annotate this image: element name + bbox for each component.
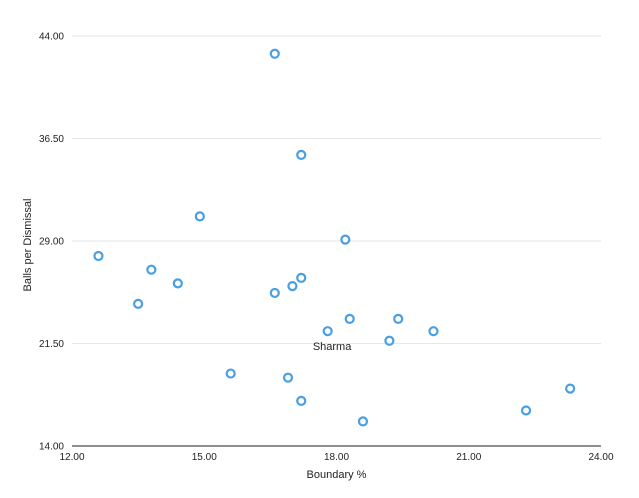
- data-point: [393, 313, 404, 324]
- data-point: [344, 313, 355, 324]
- x-axis-title: Boundary %: [307, 469, 367, 481]
- y-tick-label: 44.00: [39, 32, 64, 43]
- data-point: [146, 264, 157, 275]
- data-point: [384, 335, 395, 346]
- data-point: [269, 287, 280, 299]
- data-point: [520, 405, 532, 416]
- x-tick-label: 18.00: [324, 452, 349, 463]
- data-point: [357, 416, 369, 427]
- y-tick-label: 29.00: [39, 237, 64, 248]
- data-point: [287, 281, 298, 292]
- annotations: Sharma: [313, 341, 352, 353]
- data-points: [93, 48, 576, 427]
- data-point: [296, 149, 307, 160]
- x-tick-labels: 12.00 15.00 18.00 21.00 24.00: [59, 452, 613, 463]
- y-tick-label: 14.00: [39, 442, 64, 453]
- data-point: [565, 383, 576, 394]
- data-point: [269, 48, 280, 59]
- data-point: [93, 250, 104, 262]
- data-point: [194, 211, 205, 222]
- data-point: [282, 372, 294, 383]
- x-tick-label: 21.00: [456, 452, 481, 463]
- data-point: [172, 278, 183, 289]
- y-tick-label: 36.50: [39, 134, 64, 145]
- x-tick-label: 15.00: [192, 452, 217, 463]
- data-point: [296, 395, 307, 406]
- data-point: [428, 326, 439, 337]
- grid-lines: [72, 35, 601, 344]
- y-tick-label: 21.50: [39, 339, 64, 350]
- data-point: [296, 272, 307, 283]
- x-tick-label: 12.00: [59, 452, 84, 463]
- data-point: [133, 298, 144, 309]
- y-tick-labels: 14.00 21.50 29.00 36.50 44.00: [39, 32, 64, 453]
- x-tick-label: 24.00: [588, 452, 613, 463]
- data-point: [225, 368, 236, 379]
- data-point: [322, 326, 333, 337]
- data-point: [340, 234, 351, 245]
- point-annotation: Sharma: [313, 341, 352, 353]
- y-axis-title: Balls per Dismissal: [22, 199, 34, 292]
